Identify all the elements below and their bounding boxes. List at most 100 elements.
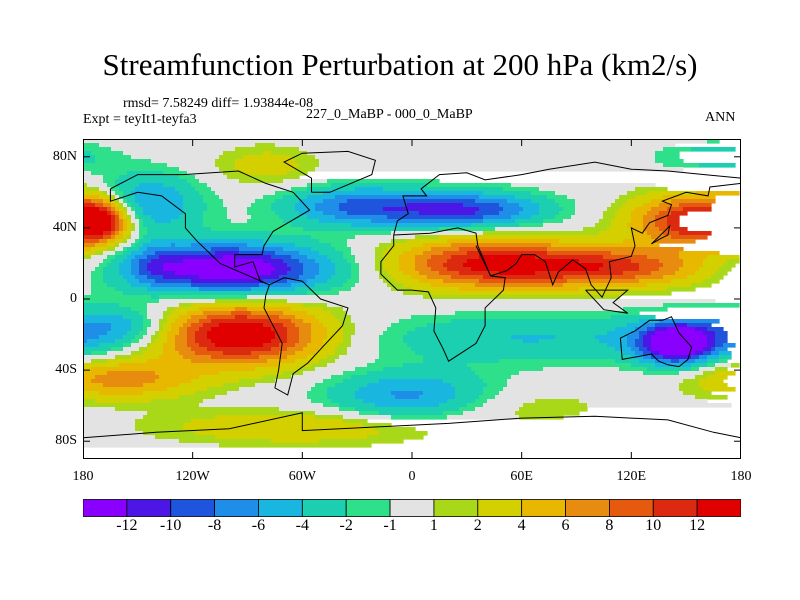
contour-cell bbox=[703, 331, 716, 336]
contour-cell bbox=[459, 247, 548, 252]
contour-cell bbox=[343, 335, 352, 340]
contour-cell bbox=[519, 223, 544, 228]
colorbar-swatch bbox=[389, 499, 435, 517]
contour-cell bbox=[179, 327, 188, 332]
contour-cell bbox=[115, 191, 124, 196]
contour-cell bbox=[623, 351, 636, 356]
contour-cell bbox=[411, 247, 432, 252]
contour-cell bbox=[95, 375, 160, 380]
contour-cell bbox=[83, 239, 100, 244]
contour-cell bbox=[443, 251, 468, 256]
contour-cell bbox=[339, 407, 356, 412]
contour-cell bbox=[207, 207, 228, 212]
contour-cell bbox=[83, 243, 96, 248]
contour-cell bbox=[371, 219, 484, 224]
contour-cell bbox=[707, 255, 740, 260]
contour-cell bbox=[171, 311, 188, 316]
contour-cell bbox=[379, 335, 404, 340]
contour-cell bbox=[539, 339, 600, 344]
colorbar-label: 8 bbox=[605, 517, 614, 534]
contour-cell bbox=[151, 215, 180, 220]
contour-cell bbox=[675, 323, 688, 328]
contour-cell bbox=[403, 363, 468, 368]
contour-cell bbox=[163, 171, 188, 176]
colorbar-swatch bbox=[126, 499, 172, 517]
contour-cell bbox=[659, 351, 696, 356]
contour-cell bbox=[571, 215, 604, 220]
contour-cell bbox=[159, 295, 248, 300]
contour-cell bbox=[87, 187, 100, 192]
contour-cell bbox=[631, 219, 644, 224]
contour-cell bbox=[359, 387, 456, 392]
contour-cell bbox=[707, 375, 728, 380]
contour-cell bbox=[667, 207, 684, 212]
contour-cell bbox=[131, 227, 136, 232]
contour-cell bbox=[335, 271, 352, 276]
contour-cell bbox=[91, 291, 124, 296]
contour-cell bbox=[131, 307, 148, 312]
coastline-segment bbox=[393, 161, 741, 236]
contour-cell bbox=[555, 191, 628, 196]
contour-cell bbox=[671, 199, 716, 204]
contour-cell bbox=[195, 391, 228, 396]
contour-cell bbox=[623, 239, 656, 244]
contour-cell bbox=[391, 231, 484, 236]
contour-cell bbox=[91, 367, 256, 372]
contour-cell bbox=[139, 267, 148, 272]
colorbar-label: -12 bbox=[116, 517, 138, 534]
contour-cell bbox=[383, 267, 400, 272]
contour-cell bbox=[87, 183, 108, 188]
contour-cell bbox=[459, 271, 500, 276]
contour-cell bbox=[291, 375, 332, 380]
contour-cell bbox=[219, 443, 372, 448]
contour-cell bbox=[115, 215, 120, 220]
contour-cell bbox=[355, 391, 392, 396]
contour-cell bbox=[627, 339, 636, 344]
contour-cell bbox=[323, 211, 348, 216]
contour-cell bbox=[655, 215, 668, 220]
contour-cell bbox=[95, 243, 108, 248]
contour-cell bbox=[299, 199, 324, 204]
contour-cell bbox=[131, 259, 140, 264]
contour-cell bbox=[163, 275, 200, 280]
contour-cell bbox=[683, 259, 704, 264]
contour-cell bbox=[507, 199, 532, 204]
contour-cell bbox=[87, 339, 116, 344]
contour-cell bbox=[135, 275, 148, 280]
contour-cell bbox=[103, 383, 144, 388]
contour-cell bbox=[303, 303, 328, 308]
contour-cell bbox=[351, 275, 360, 280]
coastline-segment bbox=[585, 289, 630, 314]
contour-cell bbox=[91, 359, 108, 364]
contour-cell bbox=[83, 307, 132, 312]
contour-cell bbox=[575, 199, 616, 204]
contour-cell bbox=[131, 327, 144, 332]
contour-cell bbox=[119, 263, 132, 268]
contour-cell bbox=[639, 263, 664, 268]
contour-cell bbox=[327, 391, 356, 396]
contour-cell bbox=[495, 227, 584, 232]
contour-cell bbox=[643, 343, 652, 348]
contour-cell bbox=[555, 215, 572, 220]
contour-cell bbox=[575, 207, 608, 212]
contour-cell bbox=[135, 211, 144, 216]
contour-cell bbox=[119, 199, 124, 204]
contour-cell bbox=[551, 243, 660, 248]
contour-cell bbox=[127, 331, 140, 336]
contour-cell bbox=[147, 343, 152, 348]
contour-cell bbox=[279, 315, 296, 320]
contour-cell bbox=[379, 343, 408, 348]
contour-cell bbox=[223, 351, 252, 356]
contour-cell bbox=[475, 371, 520, 376]
y-tick-label: 80S bbox=[55, 433, 77, 449]
contour-cell bbox=[227, 211, 248, 216]
contour-cell bbox=[287, 327, 300, 332]
contour-cell bbox=[139, 223, 144, 228]
contour-cell bbox=[127, 223, 132, 228]
contour-cell bbox=[459, 287, 580, 292]
contour-cell bbox=[659, 227, 672, 232]
contour-cell bbox=[179, 331, 188, 336]
contour-cell bbox=[611, 219, 632, 224]
contour-cell bbox=[715, 331, 728, 336]
contour-cell bbox=[83, 147, 112, 152]
